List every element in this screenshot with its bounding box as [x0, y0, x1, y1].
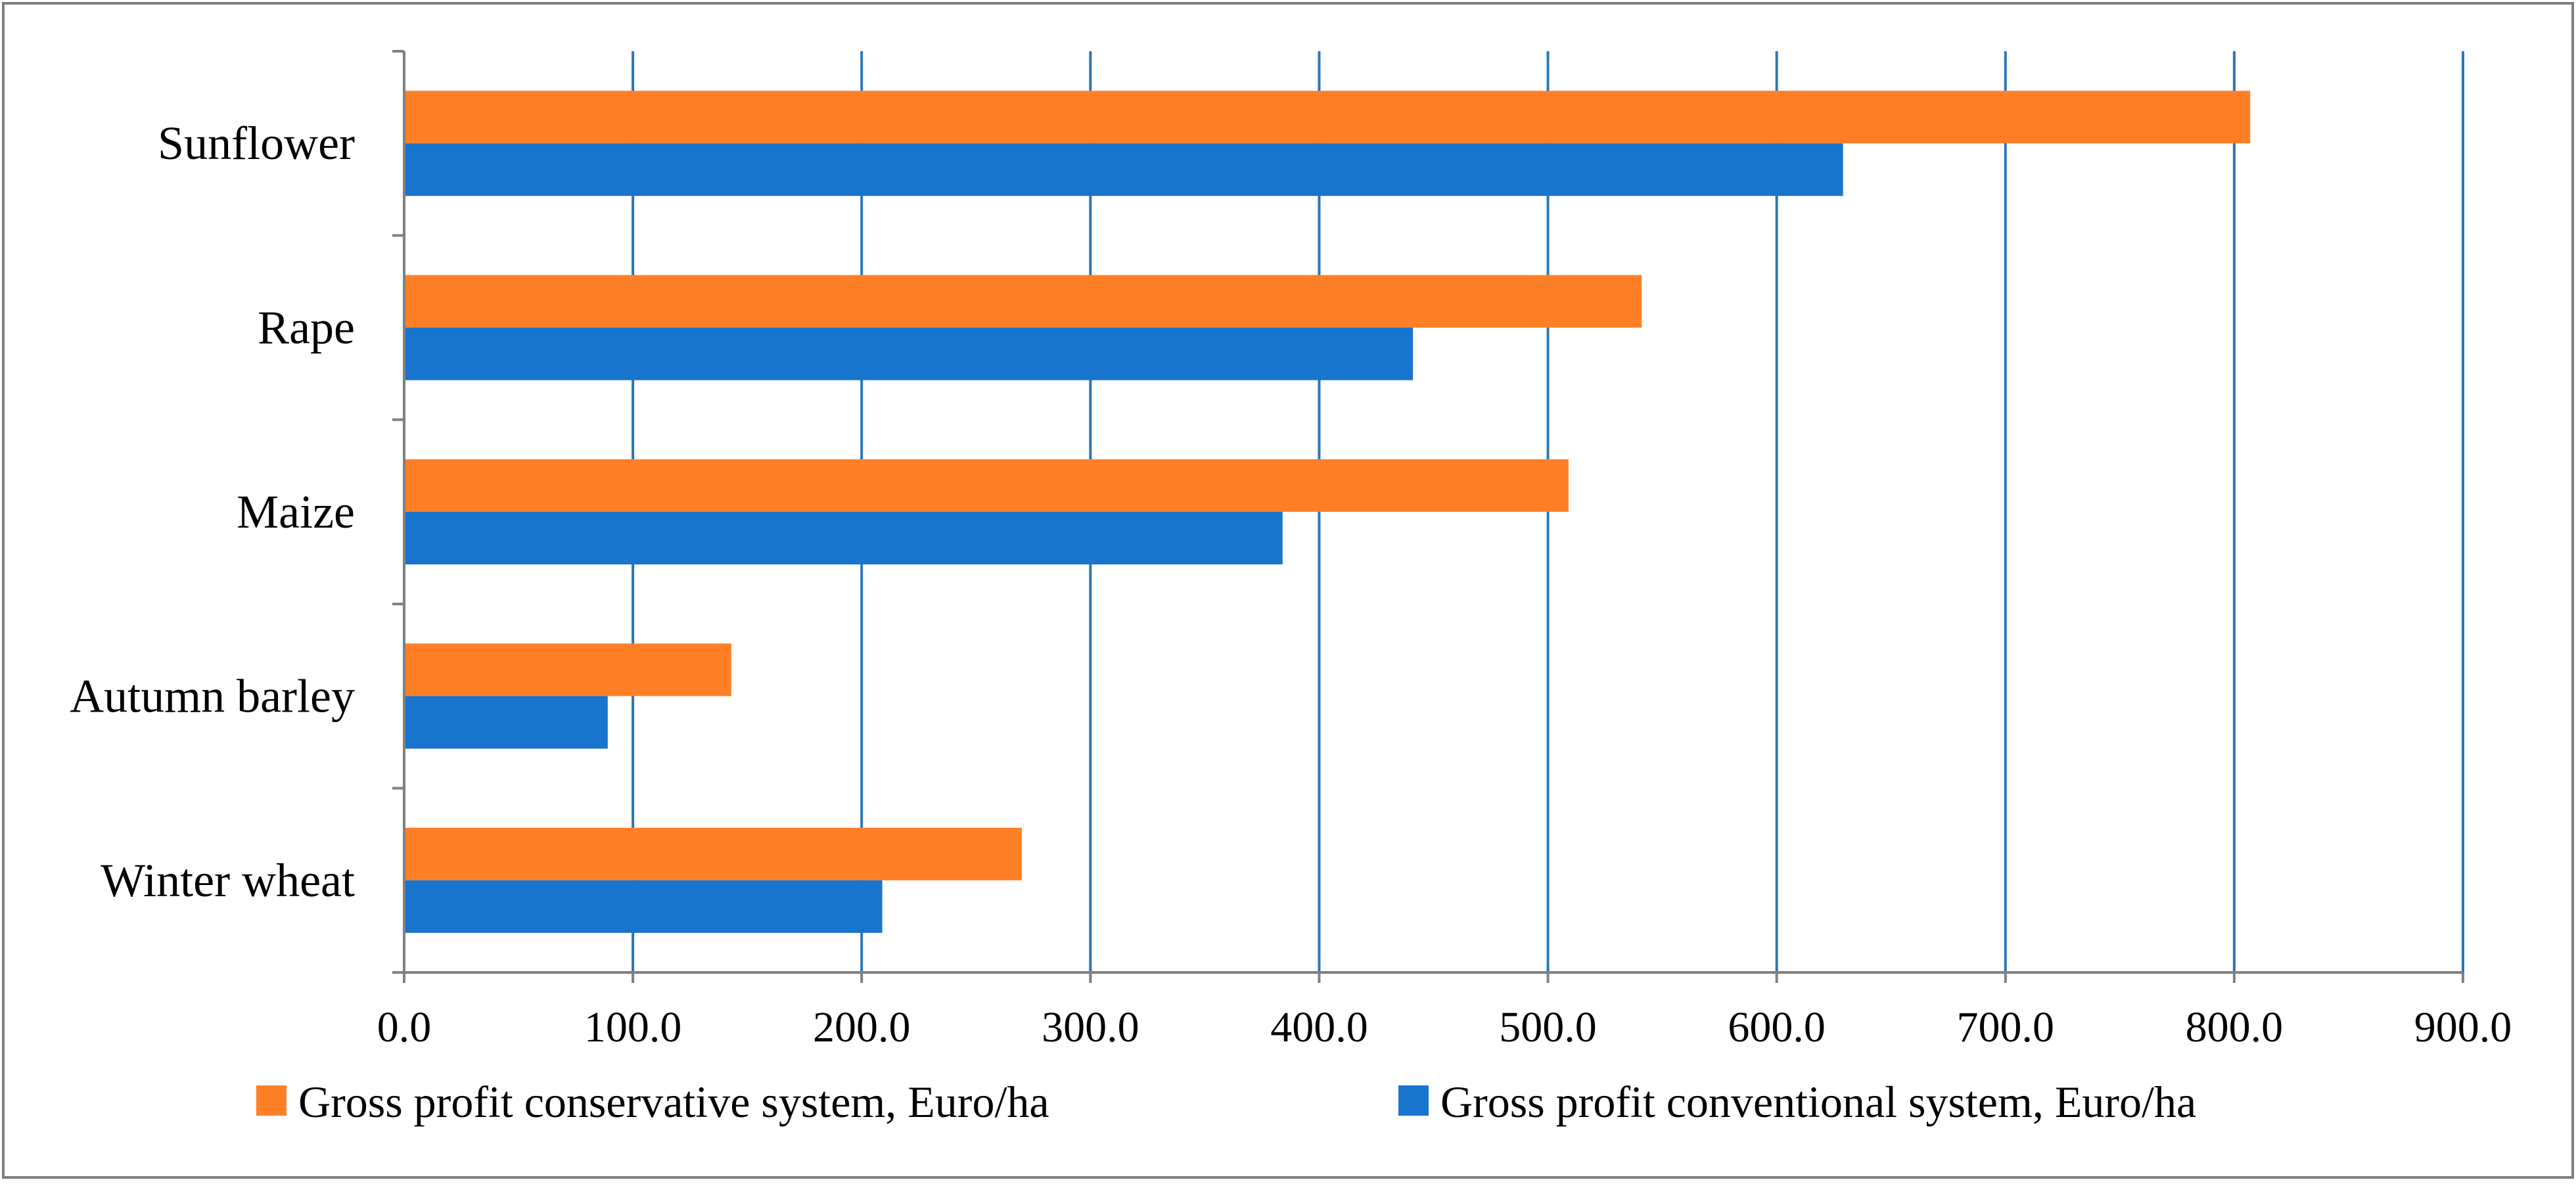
x-tick-label: 400.0	[1270, 1003, 1368, 1051]
y-category-label: Rape	[258, 302, 355, 354]
x-tick-label: 300.0	[1042, 1003, 1139, 1051]
y-category-label: Sunflower	[158, 117, 355, 170]
x-tick-label: 900.0	[2414, 1003, 2512, 1051]
legend-swatch-conventional	[1398, 1085, 1429, 1116]
bar-conservative-rape	[404, 275, 1642, 328]
bar-conventional-sunflower	[404, 143, 1843, 196]
x-tick-label: 200.0	[813, 1003, 911, 1051]
bar-conservative-maize	[404, 459, 1569, 512]
bar-conventional-maize	[404, 512, 1283, 564]
legend-label-conservative: Gross profit conservative system, Euro/h…	[298, 1077, 1049, 1127]
x-tick-label: 100.0	[584, 1003, 682, 1051]
legend-label-conventional: Gross profit conventional system, Euro/h…	[1440, 1077, 2196, 1127]
bar-conservative-winter-wheat	[404, 827, 1022, 880]
x-tick-label: 500.0	[1499, 1003, 1597, 1051]
bar-conservative-autumn-barley	[404, 643, 731, 696]
y-category-label: Maize	[237, 486, 355, 538]
labels: 0.0 100.0 200.0 300.0 400.0 500.0 600.0 700.0 80…	[70, 117, 2512, 1051]
x-tick-label: 0.0	[377, 1003, 432, 1051]
y-category-label: Winter wheat	[101, 854, 355, 907]
x-tick-label: 700.0	[1957, 1003, 2055, 1051]
bars	[404, 91, 2251, 933]
x-tick-label: 600.0	[1728, 1003, 1826, 1051]
y-category-label: Autumn barley	[70, 670, 355, 722]
bar-conventional-autumn-barley	[404, 696, 608, 749]
x-tick-label: 800.0	[2186, 1003, 2284, 1051]
bar-conventional-rape	[404, 327, 1414, 380]
axes	[392, 50, 2464, 983]
legend-swatch-conservative	[256, 1085, 287, 1116]
bar-conventional-winter-wheat	[404, 880, 883, 933]
bar-conservative-sunflower	[404, 91, 2251, 144]
legend: Gross profit conservative system, Euro/h…	[256, 1077, 2196, 1127]
gridlines	[632, 51, 2464, 972]
